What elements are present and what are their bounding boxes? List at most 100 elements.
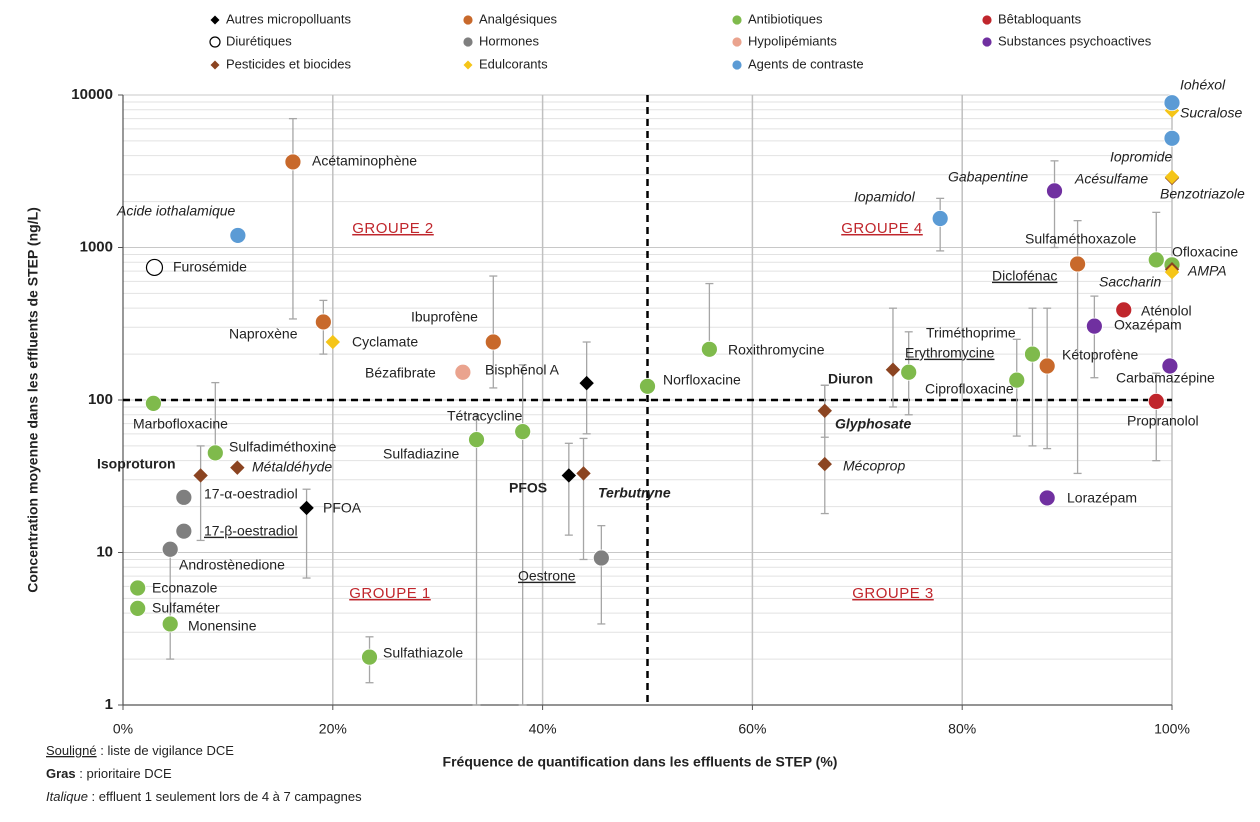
legend-marker <box>731 14 743 26</box>
error-bar <box>705 282 714 350</box>
legend-marker <box>731 36 743 48</box>
footnote: Souligné : liste de vigilance DCE <box>46 743 234 758</box>
point-label: Sulfaméthoxazole <box>1025 231 1137 247</box>
point <box>145 394 162 412</box>
point <box>700 340 718 358</box>
point-label: Iopamidol <box>854 189 916 205</box>
footnote-text: : effluent 1 seulement lors de 4 à 7 cam… <box>88 789 362 804</box>
point <box>1115 301 1133 319</box>
legend-label: Pesticides et biocides <box>226 56 352 71</box>
point <box>484 333 502 351</box>
point <box>1069 255 1086 273</box>
legend-label: Autres micropolluants <box>226 11 351 26</box>
point <box>592 549 610 567</box>
legend-marker <box>463 60 473 70</box>
legend-item: Hypolipémiants <box>731 33 837 48</box>
point-label: Terbutryne <box>598 485 671 501</box>
point-label: Norfloxacine <box>663 372 741 388</box>
error-bar <box>489 275 498 389</box>
point <box>175 522 193 540</box>
point-label: Mécoprop <box>843 458 905 474</box>
error-bar <box>288 117 297 320</box>
point-label: PFOA <box>323 500 362 516</box>
group-label: GROUPE 4 <box>841 220 923 237</box>
point <box>1163 94 1181 112</box>
group-label: GROUPE 1 <box>349 585 431 602</box>
legend-item: Autres micropolluants <box>210 11 351 26</box>
y-tick-label: 100 <box>88 391 113 408</box>
point-label: Roxithromycine <box>728 342 825 358</box>
point-label: Glyphosate <box>835 416 911 432</box>
point-label: Acétaminophène <box>312 153 417 169</box>
y-tick-label: 1 <box>105 696 113 713</box>
point <box>468 431 485 448</box>
legend-marker <box>981 14 993 26</box>
error-bars <box>166 117 1161 706</box>
point-label: Androstènedione <box>179 557 285 573</box>
point <box>1038 357 1056 375</box>
point-label: Monensine <box>188 618 257 634</box>
point <box>817 456 832 472</box>
legend-marker <box>210 15 220 25</box>
error-bar <box>888 307 897 408</box>
legend-item: Agents de contraste <box>731 56 864 71</box>
point-label: Econazole <box>152 580 218 596</box>
legend-marker <box>210 60 220 70</box>
error-bar <box>1028 307 1037 447</box>
point <box>1147 251 1165 269</box>
point-label: 17-α-oestradiol <box>204 486 298 502</box>
footnote-term: Souligné <box>46 743 97 758</box>
point-labels: Bisphénol A PFOS PFOA Acétaminophène Naproxè… <box>97 77 1245 661</box>
legend-label: Bêtabloquants <box>998 11 1082 26</box>
point <box>229 227 247 244</box>
error-bar <box>564 442 573 536</box>
point <box>129 599 147 617</box>
point <box>129 579 147 597</box>
point-label: Ciprofloxacine <box>925 381 1014 397</box>
footnote-text: : liste de vigilance DCE <box>97 743 235 758</box>
point <box>639 377 656 395</box>
legend-item: Diurétiques <box>209 33 292 48</box>
point-label: Furosémide <box>173 259 247 275</box>
point <box>1008 371 1026 389</box>
error-bar <box>472 414 481 706</box>
point <box>325 334 340 350</box>
error-bar <box>518 364 527 706</box>
legend-item: Bêtabloquants <box>981 11 1082 26</box>
error-bar <box>1043 307 1052 450</box>
footnote-text: : prioritaire DCE <box>76 766 172 781</box>
legend-item: Pesticides et biocides <box>210 56 352 71</box>
x-tick-label: 100% <box>1154 721 1190 737</box>
point-label: Acide iothalamique <box>116 203 236 219</box>
footnote: Gras : prioritaire DCE <box>46 766 172 781</box>
x-tick-label: 40% <box>529 721 557 737</box>
legend-label: Substances psychoactives <box>998 33 1152 48</box>
point-label: Sulfaméter <box>152 600 220 616</box>
point-label: Saccharin <box>1099 274 1161 290</box>
point-label: Lorazépam <box>1067 490 1137 506</box>
group-label: GROUPE 2 <box>352 220 434 237</box>
error-bar <box>1050 160 1059 249</box>
point <box>454 363 472 381</box>
point-label: Erythromycine <box>905 345 995 361</box>
point-label: Tétracycline <box>447 408 523 424</box>
y-tick-label: 10 <box>96 543 113 560</box>
point-label: Carbamazépine <box>1116 370 1215 386</box>
point <box>314 313 332 331</box>
legend-label: Agents de contraste <box>748 56 864 71</box>
legend-item: Analgésiques <box>462 11 558 26</box>
point-label: Acésulfame <box>1074 171 1148 187</box>
point <box>900 363 918 381</box>
legend-label: Edulcorants <box>479 56 548 71</box>
point <box>1147 392 1165 410</box>
point <box>299 500 314 516</box>
point <box>1161 357 1179 375</box>
points <box>129 94 1181 666</box>
legend-label: Diurétiques <box>226 33 292 48</box>
legend: Autres micropolluants Analgésiques Antibio… <box>209 11 1152 71</box>
point-label: Iopromide <box>1110 149 1172 165</box>
legend-item: Edulcorants <box>463 56 548 71</box>
legend-item: Hormones <box>462 33 539 48</box>
point <box>1038 489 1056 507</box>
